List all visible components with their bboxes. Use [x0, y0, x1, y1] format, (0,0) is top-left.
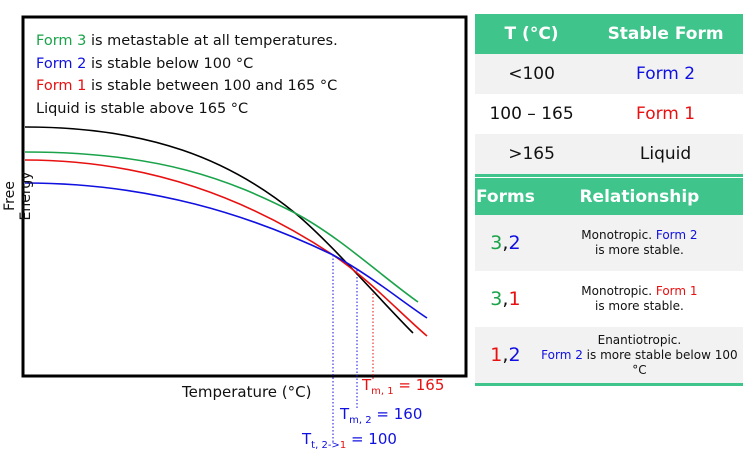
- header-stable-form: Stable Form: [588, 14, 743, 54]
- free-energy-plot: [21, 15, 468, 442]
- x-axis-label: Temperature (°C): [182, 383, 312, 401]
- table-row: 100 – 165 Form 1: [489, 104, 696, 124]
- liquid-curve: [24, 126, 414, 334]
- form2-curve: [24, 182, 428, 319]
- form1-curve: [24, 159, 428, 337]
- table-row: >165 Liquid: [475, 134, 743, 176]
- legend-line-liquid: Liquid is stable above 165 °C: [36, 100, 249, 117]
- tm2-label: Tm, 2 = 160: [340, 405, 423, 426]
- form3-curve: [24, 151, 419, 303]
- stable-form-table: T (°C) Stable Form <100 Form 2 100 – 165 Fo…: [475, 14, 743, 177]
- legend-line-form1: Form 1 is stable between 100 and 165 °C: [36, 78, 338, 94]
- table-row: 3,2 Monotropic. Form 2 is more stable.: [475, 215, 743, 271]
- y-axis-label: Free Energy: [2, 171, 34, 221]
- legend-line-form2: Form 2 is stable below 100 °C: [36, 55, 254, 72]
- header-relationship: Relationship: [535, 178, 743, 215]
- header-temperature: T (°C): [475, 14, 589, 54]
- plot-frame: [21, 15, 468, 378]
- relationship-table: Forms Relationship 3,2 Monotropic. Form 2…: [475, 178, 743, 386]
- table-row: 3,1 Monotropic. Form 1 is more stable.: [490, 284, 698, 313]
- legend-line-form3: Form 3 is metastable at all temperatures…: [36, 33, 338, 49]
- table-row: <100 Form 2: [475, 54, 743, 94]
- tt-label: Tt, 2->1 = 100: [302, 430, 397, 451]
- table-row: 1,2 Enantiotropic. Form 2 is more stable…: [475, 327, 743, 385]
- legend: Form 3 is metastable at all temperatures…: [36, 30, 338, 120]
- header-forms: Forms: [475, 178, 536, 215]
- tm1-label: Tm, 1 = 165: [362, 376, 445, 397]
